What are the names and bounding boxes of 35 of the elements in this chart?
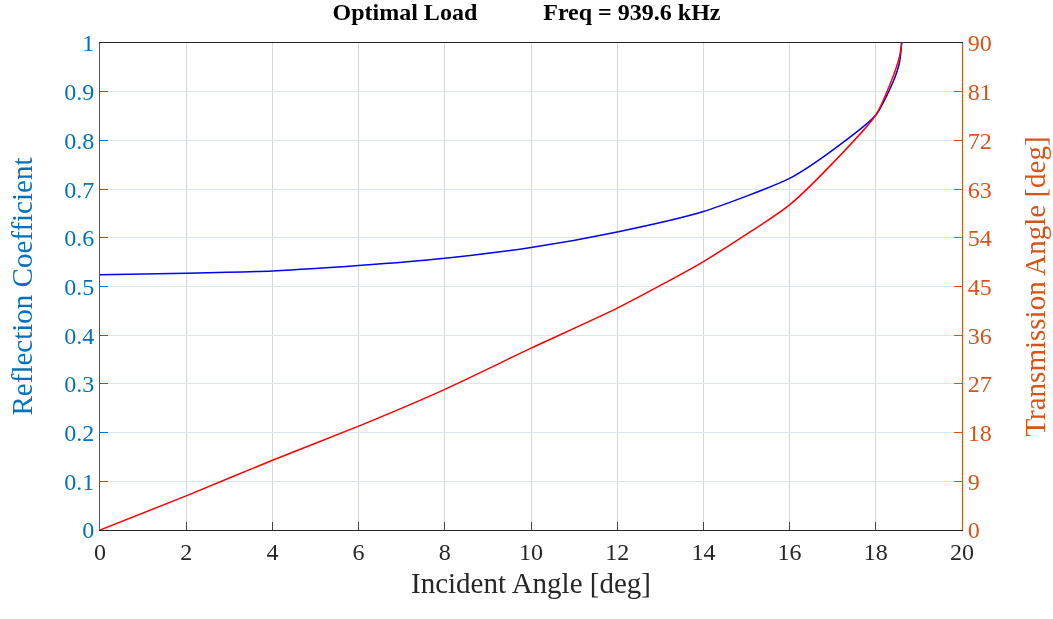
- y2-axis-title: Transmission Angle [deg]: [1018, 136, 1051, 437]
- x-tick-label: 10: [519, 538, 543, 565]
- line-series: [100, 43, 903, 530]
- x-tick-label: 14: [691, 538, 716, 565]
- y2-tick-label: 45: [967, 273, 992, 300]
- y2-tick-label: 36: [967, 322, 992, 349]
- y2-tick-label: 18: [967, 420, 992, 446]
- x-tick-label: 12: [605, 538, 630, 565]
- y-tick-label: 0.8: [64, 127, 95, 154]
- x-tick-label: 6: [352, 538, 365, 565]
- y2-tick-label: 81: [967, 79, 992, 106]
- y-tick-label: 0.7: [64, 176, 95, 203]
- y2-tick-label: 63: [967, 176, 992, 203]
- x-tick-label: 16: [777, 538, 802, 565]
- y-tick-label: 0.4: [64, 322, 95, 349]
- x-tick-label: 18: [863, 538, 888, 565]
- y-tick-label: 0.6: [64, 225, 95, 252]
- y-axis-title: Reflection Coefficient: [6, 157, 38, 416]
- y2-tick-label: 72: [967, 127, 992, 154]
- y-tick-label: 0.2: [64, 420, 95, 446]
- x-axis-title: Incident Angle [deg]: [411, 566, 651, 599]
- y2-tick-label: 9: [967, 468, 980, 495]
- y-tick-label: 0.3: [64, 371, 95, 398]
- y2-tick-label: 27: [967, 371, 992, 398]
- y2-tick-label: 54: [967, 225, 992, 252]
- y-tick-label: 0.5: [64, 273, 95, 300]
- x-tick-label: 2: [180, 538, 193, 565]
- x-tick-label: 4: [266, 538, 279, 565]
- chart-title: Optimal Load Freq = 939.6 kHz: [332, 0, 721, 25]
- y-tick-label: 0.1: [64, 468, 95, 495]
- y-tick-label: 0: [82, 517, 95, 544]
- y-tick-label: 0.9: [64, 79, 95, 106]
- x-tick-label: 8: [438, 538, 451, 565]
- y2-tick-label: 90: [967, 30, 992, 57]
- y-tick-label: 1: [82, 30, 95, 57]
